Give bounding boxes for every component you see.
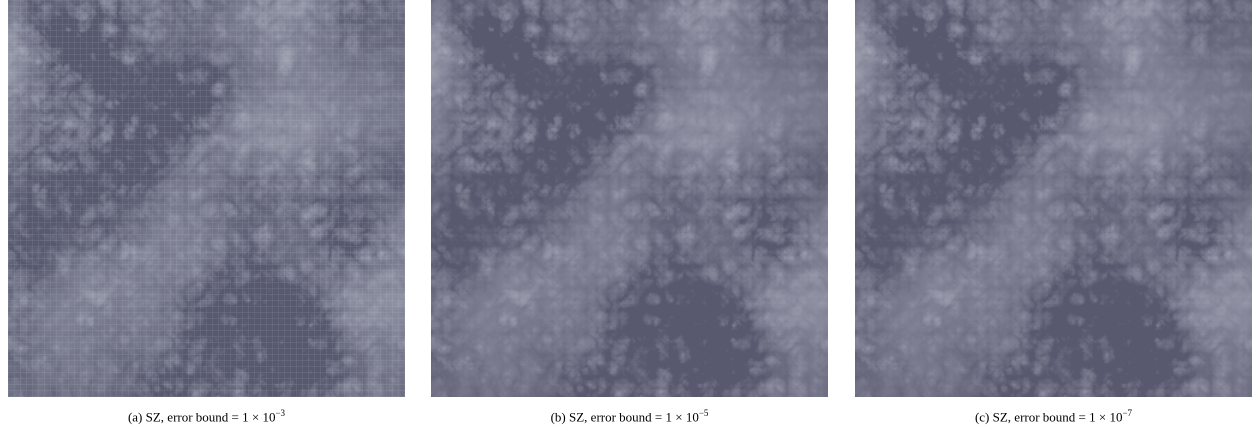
caption: (b) SZ, error bound = 1 × 10−5 [431, 408, 828, 425]
field [855, 0, 1252, 397]
exponent: −5 [698, 408, 709, 418]
block-artifacts [8, 0, 405, 397]
caption-text: SZ, error bound = 1 × 10 [145, 409, 276, 425]
image [855, 0, 1252, 397]
field [431, 0, 828, 397]
caption: (c) SZ, error bound = 1 × 10−7 [855, 408, 1252, 425]
exponent: −7 [1122, 408, 1133, 418]
panel-a [8, 0, 405, 397]
exponent: −3 [275, 408, 286, 418]
image [8, 0, 405, 397]
caption: (a) SZ, error bound = 1 × 10−3 [8, 408, 405, 425]
label: (a) [127, 409, 143, 425]
image [431, 0, 828, 397]
caption-text: SZ, error bound = 1 × 10 [992, 409, 1123, 425]
panel-c [855, 0, 1252, 397]
caption-text: SZ, error bound = 1 × 10 [569, 409, 699, 425]
label: (b) [550, 409, 566, 425]
label: (c) [974, 409, 990, 425]
panel-b [431, 0, 828, 397]
